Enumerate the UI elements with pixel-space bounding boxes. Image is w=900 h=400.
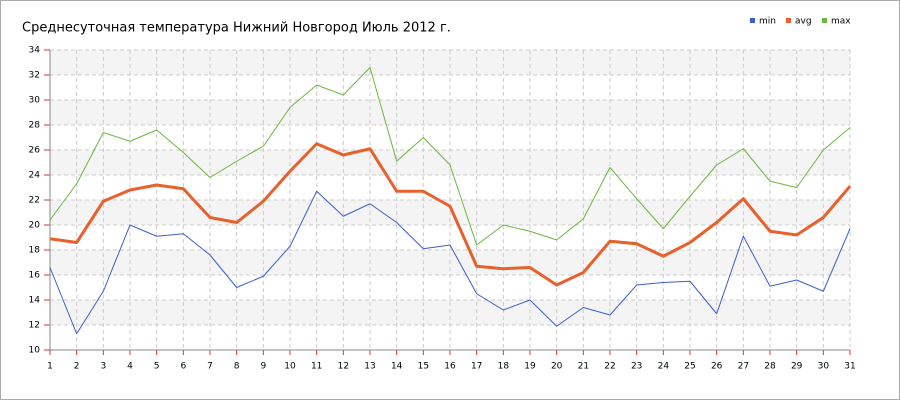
y-tick-label: 12 <box>29 321 40 331</box>
y-tick-label: 26 <box>29 146 41 156</box>
x-tick-label: 30 <box>818 362 830 372</box>
x-tick-label: 4 <box>127 362 133 372</box>
y-tick-label: 32 <box>29 71 40 81</box>
y-tick-label: 14 <box>29 296 41 306</box>
x-tick-label: 31 <box>844 362 855 372</box>
x-tick-label: 1 <box>47 362 53 372</box>
legend-swatch <box>786 18 791 23</box>
y-tick-label: 10 <box>29 346 41 356</box>
x-tick-label: 17 <box>471 362 482 372</box>
x-tick-label: 25 <box>684 362 695 372</box>
x-tick-label: 18 <box>498 362 510 372</box>
x-tick-label: 2 <box>74 362 80 372</box>
x-tick-label: 21 <box>578 362 589 372</box>
band <box>50 50 850 75</box>
y-tick-label: 24 <box>29 171 41 181</box>
x-tick-label: 29 <box>791 362 803 372</box>
x-tick-label: 14 <box>391 362 403 372</box>
x-tick-label: 23 <box>631 362 642 372</box>
x-tick-label: 24 <box>658 362 670 372</box>
legend-label: max <box>831 17 851 27</box>
y-tick-label: 20 <box>29 221 41 231</box>
x-tick-label: 28 <box>764 362 776 372</box>
x-tick-label: 5 <box>154 362 160 372</box>
series-line <box>49 142 852 287</box>
y-tick-label: 16 <box>29 271 41 281</box>
x-tick-label: 15 <box>418 362 429 372</box>
x-tick-label: 22 <box>604 362 615 372</box>
series-line <box>49 190 851 335</box>
y-tick-label: 28 <box>29 121 41 131</box>
legend-swatch <box>750 18 755 23</box>
x-tick-label: 26 <box>711 362 723 372</box>
x-tick-label: 7 <box>207 362 213 372</box>
x-tick-label: 19 <box>524 362 536 372</box>
series-line <box>49 67 851 246</box>
legend-label: min <box>759 17 776 27</box>
legend-swatch <box>822 18 827 23</box>
x-tick-label: 9 <box>260 362 266 372</box>
x-tick-label: 3 <box>100 362 106 372</box>
x-tick-label: 20 <box>551 362 563 372</box>
x-tick-label: 8 <box>234 362 240 372</box>
x-tick-label: 13 <box>364 362 375 372</box>
chart-title: Среднесуточная температура Нижний Новгор… <box>22 21 451 36</box>
y-tick-label: 22 <box>29 196 40 206</box>
x-tick-label: 11 <box>311 362 322 372</box>
y-tick-label: 30 <box>29 96 41 106</box>
x-tick-label: 16 <box>444 362 456 372</box>
x-tick-label: 6 <box>180 362 186 372</box>
x-tick-label: 10 <box>284 362 296 372</box>
x-tick-label: 12 <box>338 362 349 372</box>
y-tick-label: 18 <box>29 246 41 256</box>
x-tick-label: 27 <box>738 362 749 372</box>
legend-label: avg <box>795 17 812 27</box>
y-tick-label: 34 <box>29 46 41 56</box>
